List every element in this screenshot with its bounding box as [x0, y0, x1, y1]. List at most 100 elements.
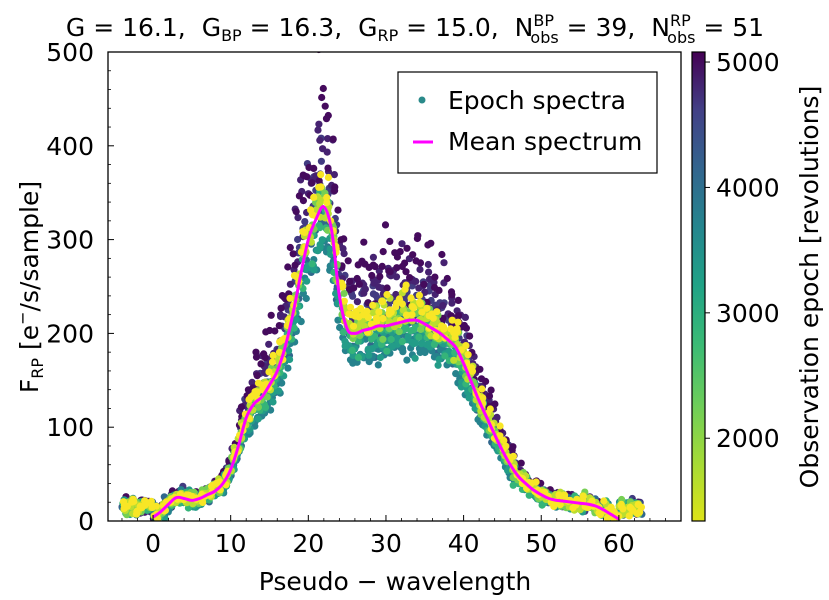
- title-nbp-sub: obs: [530, 28, 558, 47]
- epoch-point: [376, 273, 384, 281]
- epoch-point: [448, 316, 456, 324]
- epoch-point: [381, 221, 390, 229]
- epoch-point: [588, 497, 596, 505]
- title-g: G = 16.1,: [66, 13, 186, 42]
- epoch-point: [147, 497, 155, 505]
- epoch-point: [299, 197, 307, 205]
- epoch-point: [460, 321, 468, 330]
- x-axis: 0 10 20 30 40 50 60: [121, 515, 682, 558]
- title-nrp-rest: = 51: [695, 13, 764, 42]
- epoch-point: [468, 367, 477, 375]
- epoch-point: [292, 315, 300, 324]
- epoch-point: [427, 239, 435, 247]
- epoch-point: [509, 452, 517, 460]
- epoch-point: [294, 214, 302, 222]
- epoch-point: [441, 352, 449, 360]
- epoch-point: [454, 318, 462, 326]
- epoch-point: [430, 283, 439, 292]
- colorbar-tick-label: 4000: [716, 173, 780, 202]
- epoch-point: [363, 307, 371, 315]
- epoch-point: [625, 512, 633, 520]
- epoch-point: [425, 312, 433, 320]
- epoch-point: [263, 393, 271, 401]
- epoch-point: [525, 491, 533, 499]
- epoch-point: [454, 296, 462, 304]
- title-grp-sub: RP: [377, 26, 398, 45]
- epoch-point: [369, 261, 377, 269]
- epoch-point: [138, 504, 146, 512]
- x-tick-label: 40: [448, 529, 480, 558]
- epoch-point: [369, 301, 377, 309]
- epoch-point: [199, 498, 207, 507]
- epoch-point: [267, 311, 275, 319]
- epoch-point: [315, 221, 323, 229]
- epoch-point: [636, 508, 644, 516]
- epoch-point: [368, 271, 376, 280]
- epoch-point: [355, 280, 363, 288]
- epoch-point: [340, 297, 348, 305]
- epoch-point: [402, 268, 410, 276]
- epoch-point: [417, 300, 425, 308]
- epoch-point: [415, 291, 423, 299]
- epoch-point: [303, 277, 311, 285]
- epoch-point: [310, 266, 318, 274]
- epoch-point: [386, 237, 394, 245]
- epoch-point: [334, 206, 342, 214]
- epoch-point: [317, 157, 325, 165]
- epoch-point: [500, 436, 508, 445]
- epoch-point: [482, 377, 490, 385]
- epoch-point: [315, 177, 323, 185]
- epoch-point: [379, 335, 387, 343]
- epoch-point: [425, 268, 433, 276]
- epoch-point: [349, 359, 357, 367]
- epoch-point: [237, 403, 245, 411]
- epoch-point: [360, 238, 368, 246]
- epoch-point: [452, 370, 460, 378]
- epoch-point: [291, 261, 299, 269]
- epoch-point: [310, 193, 318, 201]
- epoch-point: [443, 274, 451, 283]
- epoch-point: [556, 501, 564, 509]
- epoch-point: [396, 248, 404, 256]
- ylabel-sub: RP: [28, 358, 47, 379]
- epoch-point: [252, 353, 261, 361]
- epoch-point: [403, 244, 411, 252]
- epoch-point: [286, 280, 294, 288]
- epoch-point: [299, 228, 307, 236]
- epoch-point: [277, 304, 285, 312]
- epoch-point: [409, 251, 417, 259]
- epoch-point: [324, 164, 332, 172]
- legend-label-mean: Mean spectrum: [448, 127, 642, 156]
- epoch-point: [416, 265, 424, 274]
- legend-dot-icon: [418, 96, 426, 104]
- epoch-point: [339, 282, 347, 290]
- epoch-point: [617, 502, 625, 510]
- epoch-point: [152, 502, 160, 510]
- epoch-point: [517, 459, 525, 467]
- epoch-point: [346, 303, 355, 311]
- epoch-point: [450, 329, 458, 337]
- epoch-point: [337, 236, 345, 244]
- epoch-point: [301, 218, 309, 226]
- title-gbp-main: G: [202, 13, 221, 42]
- epoch-point: [254, 379, 263, 387]
- epoch-point: [532, 478, 540, 486]
- epoch-point: [254, 415, 262, 423]
- epoch-point: [257, 360, 265, 368]
- epoch-point: [634, 501, 642, 509]
- epoch-point: [330, 171, 338, 179]
- epoch-point: [383, 347, 391, 355]
- epoch-point: [600, 497, 608, 505]
- x-tick-label: 20: [292, 529, 324, 558]
- epoch-point: [378, 262, 386, 270]
- epoch-point: [354, 261, 362, 269]
- epoch-point: [496, 422, 504, 430]
- epoch-point: [391, 249, 399, 257]
- epoch-point: [308, 179, 316, 187]
- epoch-point: [253, 372, 261, 380]
- y-tick-label: 300: [46, 226, 94, 255]
- epoch-point: [376, 353, 384, 362]
- epoch-point: [418, 340, 426, 348]
- epoch-point: [321, 102, 329, 110]
- epoch-point: [375, 308, 383, 316]
